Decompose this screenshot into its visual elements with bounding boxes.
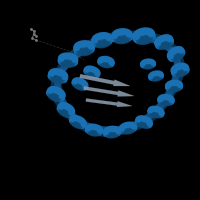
Polygon shape	[84, 86, 134, 96]
Polygon shape	[86, 99, 132, 107]
Polygon shape	[80, 74, 130, 86]
